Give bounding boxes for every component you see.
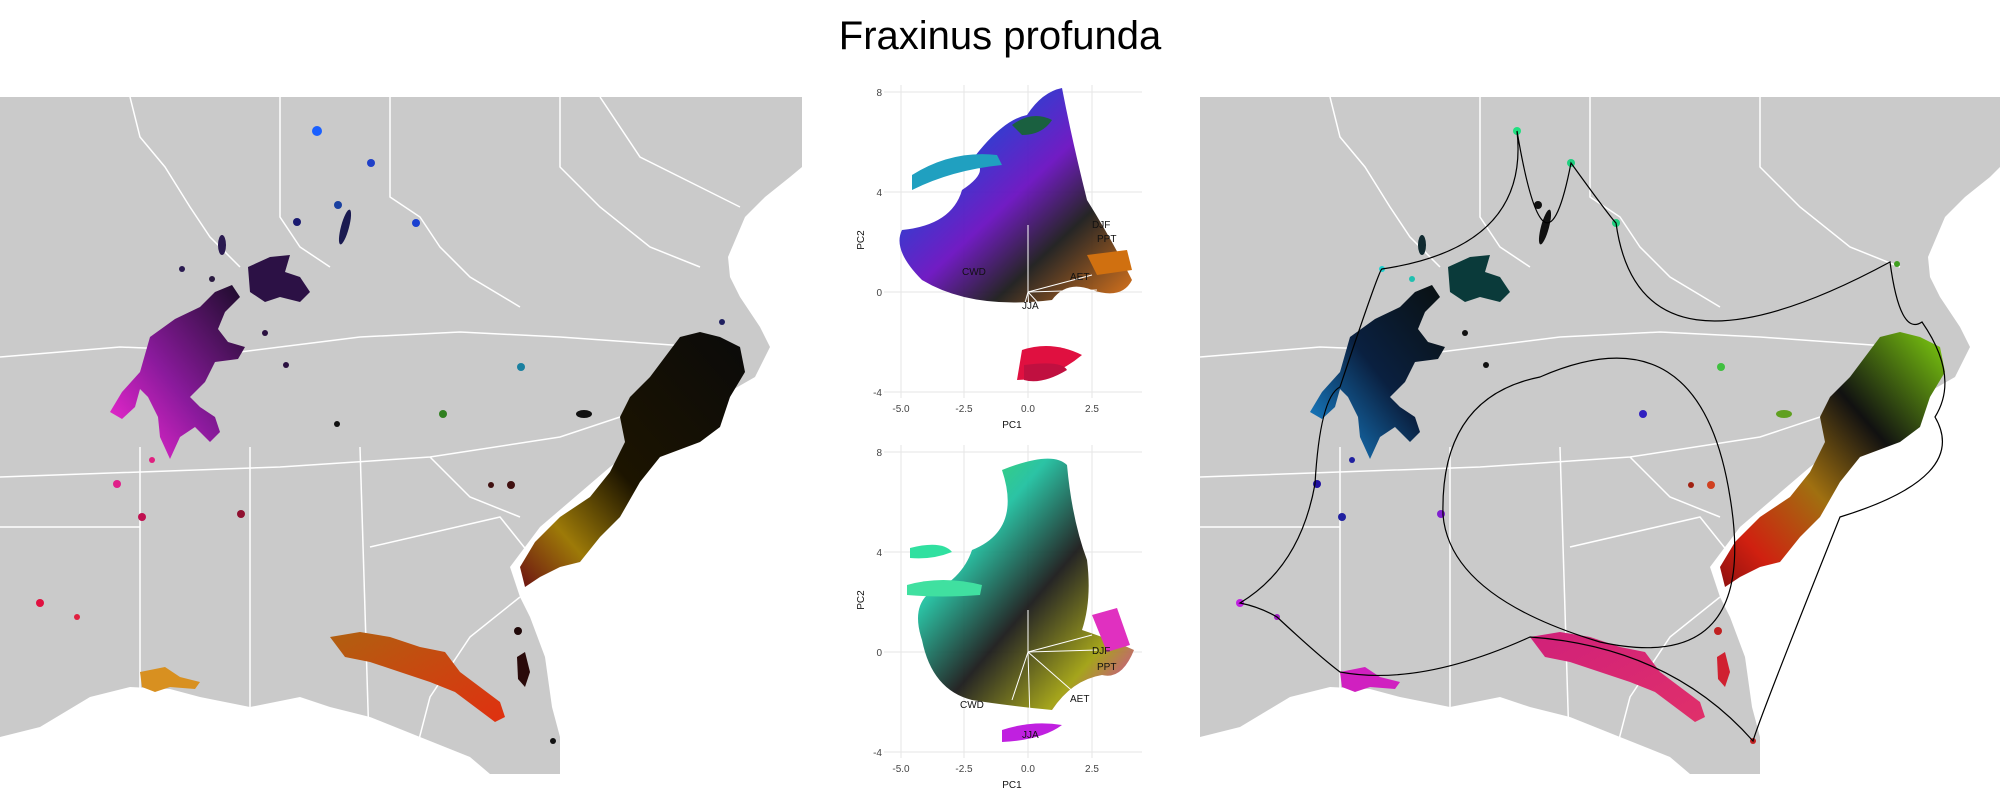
x-tick-label: -5.0 — [892, 404, 910, 415]
x-axis-label: PC1 — [1002, 780, 1022, 791]
state-borders — [0, 97, 741, 774]
y-tick-label: 0 — [876, 288, 882, 299]
x-tick-label: -2.5 — [955, 404, 973, 415]
y-tick-label: 0 — [876, 648, 882, 659]
species-range — [36, 126, 745, 744]
x-tick-label: -2.5 — [955, 764, 973, 775]
x-tick-label: 2.5 — [1085, 764, 1099, 775]
right-range-map — [1200, 97, 2000, 774]
pca-vector-label: CWD — [962, 267, 986, 278]
pca-vector-label: JJA — [1022, 730, 1039, 741]
pca-vector-label: AET — [1070, 694, 1089, 705]
pca-vectors — [1011, 225, 1098, 351]
y-tick-label: -4 — [873, 748, 882, 759]
range-hull-outlines — [1238, 130, 1946, 743]
pca-vector-label: CWD — [960, 700, 984, 711]
y-tick-label: 4 — [876, 548, 882, 559]
pca-vectors — [1011, 610, 1098, 721]
y-tick-label: 8 — [876, 88, 882, 99]
pca-point-cloud — [907, 458, 1134, 742]
y-axis-label: PC2 — [856, 590, 867, 610]
x-tick-label: 2.5 — [1085, 404, 1099, 415]
y-tick-label: 8 — [876, 448, 882, 459]
x-tick-label: 0.0 — [1021, 764, 1035, 775]
pca-vector-label: PPT — [1097, 234, 1116, 245]
pca-vector-label: AET — [1070, 272, 1089, 283]
pca-plot-top: DJF PPT AET CWD JJA 8 4 0 -4 -5.0 -2.5 0… — [856, 85, 1142, 431]
pca-vector-label: PPT — [1097, 662, 1116, 673]
y-tick-label: 4 — [876, 188, 882, 199]
state-borders-right — [1200, 97, 1921, 774]
figure-title: Fraxinus profunda — [838, 14, 1162, 58]
left-range-map — [0, 97, 802, 774]
x-axis-label: PC1 — [1002, 420, 1022, 431]
pca-plot-bottom: DJF PPT AET CWD JJA 8 4 0 -4 -5.0 -2.5 0… — [856, 445, 1142, 791]
pca-vector-label: DJF — [1092, 646, 1110, 657]
pca-vector-label: DJF — [1092, 220, 1110, 231]
x-tick-label: 0.0 — [1021, 404, 1035, 415]
pca-vector-label: JJA — [1022, 301, 1039, 312]
y-axis-label: PC2 — [856, 230, 867, 250]
y-tick-label: -4 — [873, 388, 882, 399]
x-tick-label: -5.0 — [892, 764, 910, 775]
species-range-right — [1236, 127, 1945, 744]
pca-point-cloud — [899, 88, 1132, 382]
